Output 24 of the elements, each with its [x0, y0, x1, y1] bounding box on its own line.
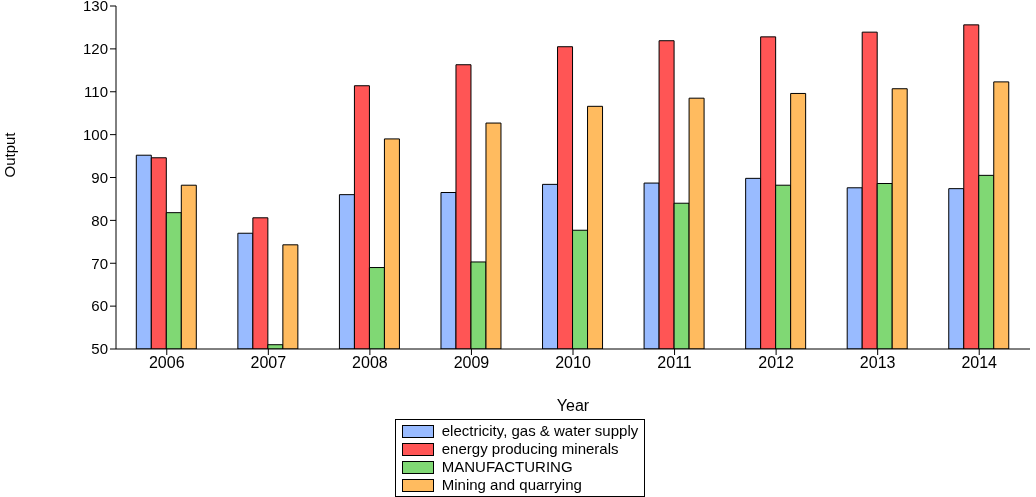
legend-label: MANUFACTURING — [441, 458, 573, 476]
x-tick-label: 2010 — [555, 354, 591, 372]
y-tick-label: 60 — [91, 297, 108, 315]
y-tick-label: 80 — [91, 211, 108, 229]
x-axis-title: Year — [556, 397, 590, 414]
x-tick-label: 2007 — [250, 354, 287, 372]
y-tick-label: 100 — [82, 125, 108, 143]
x-tick-label: 2011 — [657, 354, 692, 372]
y-tick-label: 110 — [84, 83, 108, 101]
y-tick-label: 120 — [82, 40, 108, 58]
legend-label: electricity, gas & water supply — [441, 422, 639, 440]
x-tick-label: 2008 — [352, 354, 388, 372]
legend-label: energy producing minerals — [441, 440, 619, 458]
x-tick-label: 2009 — [453, 354, 490, 372]
y-tick-label: 130 — [82, 0, 108, 15]
x-tick-label: 2013 — [859, 354, 896, 372]
x-tick-label: 2012 — [758, 354, 795, 372]
y-tick-label: 50 — [91, 340, 108, 358]
y-tick-label: 90 — [91, 168, 108, 186]
y-axis-title: Output — [1, 131, 19, 178]
x-tick-label: 2014 — [961, 354, 998, 372]
y-tick-label: 70 — [91, 254, 108, 272]
legend-label: Mining and quarrying — [441, 476, 582, 494]
x-tick-label: 2006 — [148, 354, 185, 372]
